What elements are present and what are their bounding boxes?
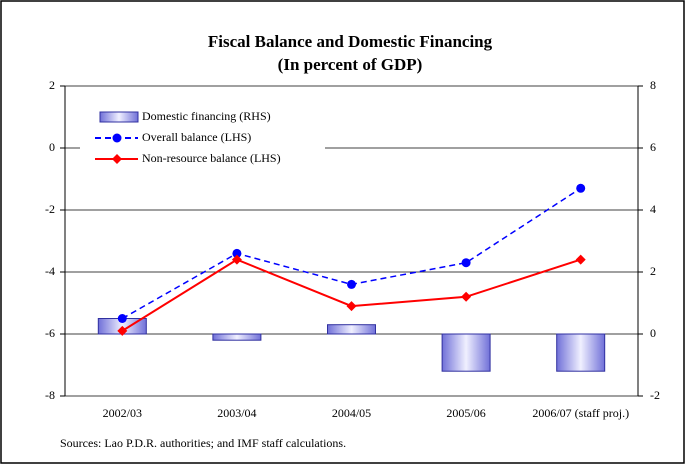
x-tick-label: 2005/06 [446,406,485,420]
legend-label: Non-resource balance (LHS) [142,151,281,165]
chart-subtitle: (In percent of GDP) [278,55,423,74]
y-tick-label: -6 [45,326,55,340]
point [461,291,472,302]
y2-tick-label: 2 [650,264,656,278]
point [576,183,586,193]
y-tick-label: 2 [49,78,55,92]
y-tick-label: 0 [49,140,55,154]
legend-marker [112,133,122,143]
source-note: Sources: Lao P.D.R. authorities; and IMF… [60,436,346,450]
y2-tick-label: -2 [650,388,660,402]
point [346,301,357,312]
point [575,254,586,265]
point [347,279,356,289]
point [232,248,242,258]
x-tick-label: 2004/05 [332,406,371,420]
y2-tick-label: 4 [650,202,656,216]
y-tick-label: -8 [45,388,55,402]
point [461,258,471,268]
y2-tick-label: 6 [650,140,656,154]
y2-tick-label: 8 [650,78,656,92]
x-tick-label: 2002/03 [103,406,142,420]
point [117,325,128,336]
y2-tick-label: 0 [650,326,656,340]
chart-title: Fiscal Balance and Domestic Financing [208,32,493,51]
legend-swatch [99,111,139,123]
legend-marker [112,154,122,164]
point [117,314,127,323]
point [231,254,242,265]
bar [212,333,262,341]
x-tick-label: 2003/04 [217,406,256,420]
bar [327,324,376,335]
bar [441,333,491,372]
x-tick-label: 2006/07 (staff proj.) [532,406,629,420]
bar [556,333,606,372]
legend-label: Domestic financing (RHS) [142,109,271,123]
y-tick-label: -2 [45,202,55,216]
legend-label: Overall balance (LHS) [142,130,251,144]
y-tick-label: -4 [45,264,55,278]
